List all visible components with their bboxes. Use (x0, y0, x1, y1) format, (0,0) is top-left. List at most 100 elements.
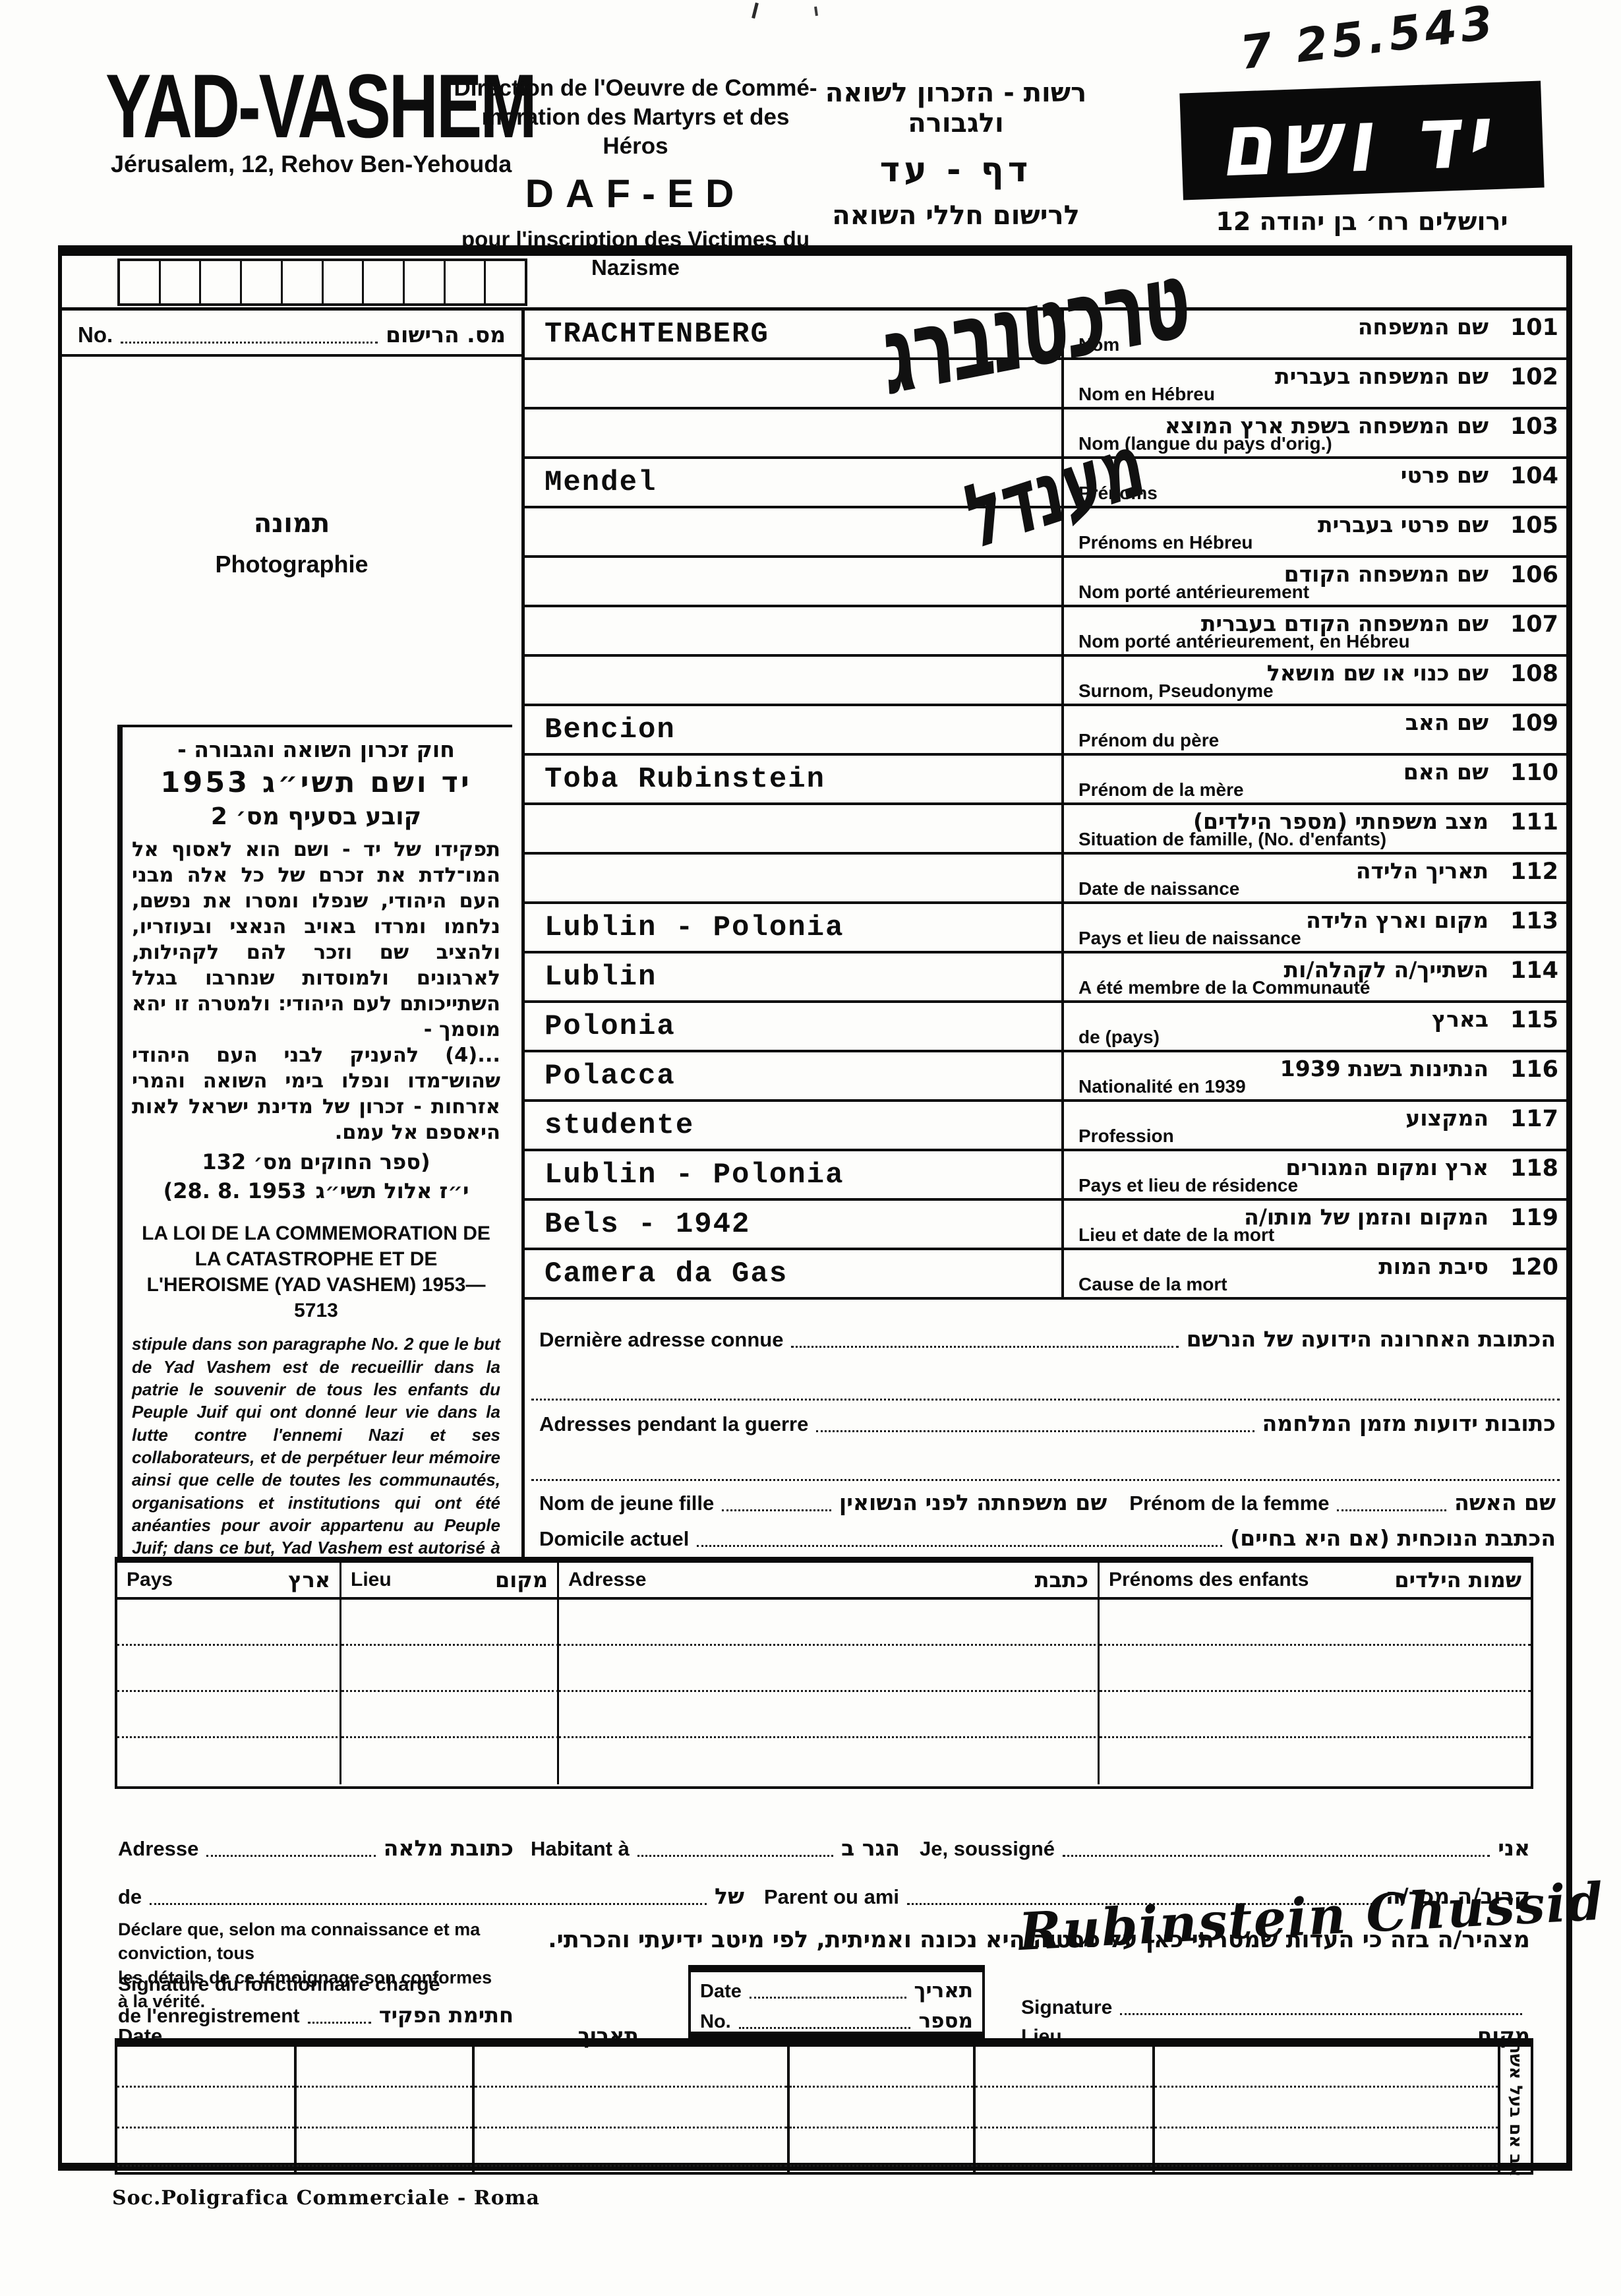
entry-row: Polonia בארץ 115 de (pays) (525, 1003, 1566, 1052)
registry-number-cells (117, 258, 527, 306)
entry-value-cell: Bels - 1942 (525, 1201, 1064, 1248)
typed-value: Lublin - Polonia (545, 1158, 844, 1192)
office-table-cell (117, 2047, 294, 2088)
de-label-he: של (715, 1883, 744, 1909)
declaration-fr-line1: Déclare que, selon ma connaissance et ma… (118, 1919, 481, 1964)
entry-label-cell: שם פרטי בעברית 105 Prénoms en Hébreu (1064, 508, 1566, 555)
habitant-label-fr: Habitant à (531, 1837, 630, 1860)
office-table-cell (297, 2047, 472, 2088)
entry-label-hebrew: שם פרטי בעברית (1317, 512, 1488, 537)
left-column: No. מס. הרישום תמונה Photographie חוק זכ… (62, 311, 525, 1557)
children-table-cell (341, 1646, 559, 1692)
entry-label-hebrew: שם כנוי או שם מושאל (1266, 660, 1488, 686)
office-table-cell (297, 2088, 472, 2129)
current-address-fill-line (697, 1536, 1223, 1547)
entry-number: 113 (1510, 908, 1558, 934)
entry-label-french: A été membre de la Communauté (1078, 977, 1370, 998)
office-table-cell (297, 2129, 472, 2167)
box-number-label-fr: No. (700, 2011, 731, 2032)
typed-value: Polacca (545, 1059, 676, 1093)
registry-cell (201, 261, 243, 303)
entry-row: שם פרטי בעברית 105 Prénoms en Hébreu (525, 508, 1566, 558)
entry-value-cell (525, 607, 1064, 654)
box-number-label-he: מספר (918, 2009, 973, 2033)
children-table-cell (1100, 1646, 1531, 1692)
entry-label-french: Situation de famille, (No. d'enfants) (1078, 829, 1387, 849)
entry-row: Lublin - Polonia מקום וארץ הלידה 113 Pay… (525, 904, 1566, 953)
entry-value-cell: Lublin - Polonia (525, 904, 1064, 951)
no-label: No. (78, 322, 113, 347)
children-table-cell (117, 1692, 341, 1738)
children-col-adresse: Adresse כתבת (559, 1563, 1100, 1597)
entry-label-french: Nom en Hébreu (1078, 384, 1215, 404)
entry-label-french: Cause de la mort (1078, 1274, 1227, 1294)
org-he-line2: דף - עד (879, 150, 1032, 190)
entry-row: שם המשפחה הקודם בעברית 107 Nom porté ant… (525, 607, 1566, 657)
office-table-cell (117, 2129, 294, 2167)
office-table-column (297, 2047, 475, 2172)
entry-label-french: Prénoms en Hébreu (1078, 532, 1253, 553)
office-table-cell (790, 2047, 973, 2088)
box-date-fill-line (749, 1988, 906, 1999)
typed-value: Camera da Gas (545, 1257, 788, 1290)
box-date-label-fr: Date (700, 1981, 742, 2002)
registry-cell (242, 261, 283, 303)
no-fill-line (121, 333, 378, 344)
wife-name-label-he: שם האשה (1454, 1490, 1556, 1515)
law-he-title3: קובע בסעיף מס׳ 2 (210, 803, 422, 830)
law-fr-title: LA LOI DE LA COMMEMORATION DE LA CATASTR… (142, 1223, 490, 1322)
parent-label-fr: Parent ou ami (764, 1885, 899, 1908)
registration-number-row: No. מס. הרישום (62, 311, 521, 357)
official-signature-block: Signature du fonctionnaire chargé de l'e… (118, 1974, 514, 2028)
registry-cell (324, 261, 365, 303)
office-table-cell (475, 2088, 787, 2129)
declarant-address-row: Adresse כתובת מלאה Habitant à הגר ב Je, … (118, 1835, 1530, 1861)
entry-value-cell (525, 558, 1064, 605)
entry-row: מצב משפחתי (מספר הילדים) 111 Situation d… (525, 805, 1566, 855)
org-fr-line4: Nazisme (591, 255, 680, 280)
habitant-label-he: הגר ב (841, 1835, 900, 1861)
entry-label-french: Nationalité en 1939 (1078, 1076, 1246, 1097)
office-table-side-label: אב אם בעל אשה (1500, 2042, 1531, 2177)
law-he-ref1: (ספר החוקים מס׳ 132 (202, 1149, 430, 1175)
de-fill-line (150, 1894, 707, 1905)
office-table-cell (790, 2088, 973, 2129)
office-table-cell (1155, 2088, 1498, 2129)
entry-label-hebrew: סיבת המות (1378, 1254, 1488, 1279)
box-date-row: Date תאריך (700, 1972, 973, 2003)
scan-artifact (752, 2, 759, 19)
law-fr-body: stipule dans son paragraphe No. 2 que le… (132, 1334, 500, 1557)
law-he-ref2-date: (28. 8. 1953 (163, 1178, 307, 1204)
entry-number: 116 (1510, 1056, 1558, 1083)
typed-value: studente (545, 1108, 695, 1142)
law-he-title2: יד ושם תשי״ג 1953 (160, 766, 472, 799)
entry-number: 104 (1510, 463, 1558, 489)
box-date-label-he: תאריך (914, 1979, 973, 2003)
entry-label-french: Pays et lieu de naissance (1078, 928, 1301, 948)
adresse-fill-line (206, 1846, 376, 1857)
office-table-cell (117, 2088, 294, 2129)
entry-row: Polacca הנתינות בשנת 1939 116 Nationalit… (525, 1052, 1566, 1102)
entry-number: 112 (1510, 859, 1558, 885)
soussigne-fill-line (1063, 1846, 1490, 1857)
office-table-cell (475, 2129, 787, 2167)
entry-row: Bencion שם האב 109 Prénom du père (525, 706, 1566, 756)
entry-label-hebrew: שם האב (1405, 710, 1488, 735)
parent-label-he: קרוב/ה מכר/ה (1386, 1883, 1530, 1909)
entry-label-cell: הנתינות בשנת 1939 116 Nationalité en 193… (1064, 1052, 1566, 1099)
entry-label-cell: שם המשפחה בשפת ארץ המוצא 103 Nom (langue… (1064, 409, 1566, 456)
typed-value: Lublin - Polonia (545, 911, 844, 944)
entry-label-hebrew: תאריך הלידה (1355, 858, 1488, 884)
entry-value-cell (525, 360, 1064, 407)
entry-row: Bels - 1942 המקום והזמן של מותו/ה 119 Li… (525, 1201, 1566, 1250)
entry-label-hebrew: שם המשפחה (1357, 314, 1488, 340)
registry-cell (283, 261, 324, 303)
entry-label-french: de (pays) (1078, 1027, 1160, 1047)
scan-artifact (814, 6, 818, 16)
entry-row: שם כנוי או שם מושאל 108 Surnom, Pseudony… (525, 657, 1566, 706)
office-table-cell (976, 2047, 1152, 2088)
witness-signature-row: Signature (1021, 1997, 1530, 2019)
photo-label-hebrew: תמונה (253, 508, 330, 539)
office-table-cell (790, 2129, 973, 2167)
